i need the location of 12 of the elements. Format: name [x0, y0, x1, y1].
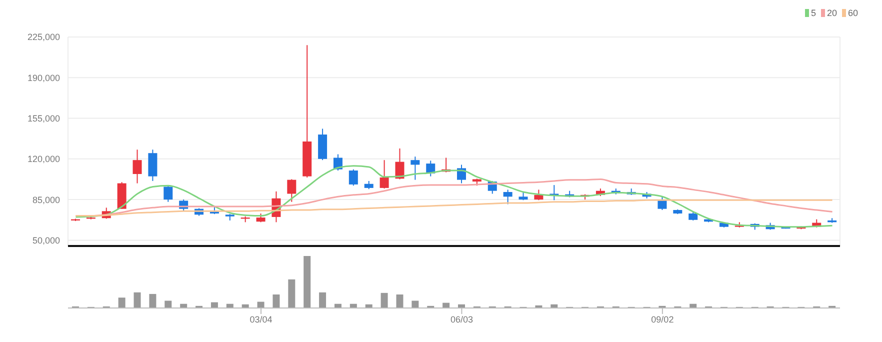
- legend-label: 20: [826, 8, 837, 18]
- x-tick-label: 06/03: [450, 314, 473, 324]
- y-tick-label: 50,000: [32, 235, 60, 246]
- y-tick-label: 120,000: [27, 154, 60, 164]
- y-tick-label: 190,000: [27, 72, 60, 83]
- x-tick-label: 09/02: [651, 314, 674, 324]
- y-tick-label: 85,000: [32, 194, 60, 205]
- y-tick-label: 155,000: [27, 113, 60, 124]
- legend-label: 5: [810, 8, 816, 18]
- x-tick-label: 03/04: [250, 314, 272, 324]
- y-tick-label: 225,000: [27, 32, 60, 42]
- legend-label: 60: [848, 8, 858, 18]
